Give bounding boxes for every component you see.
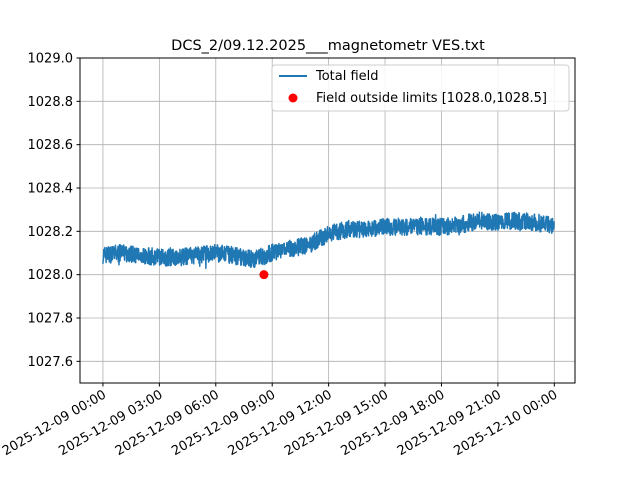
legend-point-marker	[288, 93, 298, 103]
y-tick-label: 1027.8	[28, 312, 74, 327]
y-tick-label: 1029.0	[28, 52, 74, 67]
legend: Total field Field outside limits [1028.0…	[271, 64, 570, 112]
x-tick-label: 2025-12-09 12:00	[226, 387, 335, 459]
y-tick-label: 1028.0	[28, 268, 74, 283]
y-tick-label: 1028.8	[28, 95, 74, 110]
x-tick-label: 2025-12-09 21:00	[395, 387, 504, 459]
y-tick-label: 1028.4	[28, 182, 74, 197]
legend-label-total-field: Total field	[315, 69, 379, 84]
legend-label-outliers: Field outside limits [1028.0,1028.5]	[316, 91, 547, 106]
series-total-field	[102, 211, 555, 270]
y-tick-label: 1028.2	[28, 225, 74, 240]
outlier-point	[259, 270, 269, 280]
y-tick-label: 1028.6	[28, 138, 74, 153]
x-tick-label: 2025-12-10 00:00	[451, 387, 560, 459]
series-outliers	[259, 270, 269, 280]
x-tick-label: 2025-12-09 09:00	[169, 387, 278, 459]
x-tick-label: 2025-12-09 18:00	[339, 387, 448, 459]
x-tick-label: 2025-12-09 06:00	[113, 387, 222, 459]
chart-title: DCS_2/09.12.2025___magnetometr VES.txt	[171, 38, 485, 54]
x-tick-label: 2025-12-09 00:00	[0, 387, 109, 459]
y-axis: 1027.6 1027.8 1028.0 1028.2 1028.4 1028.6 1028…	[28, 52, 80, 370]
total-field-line	[102, 211, 555, 270]
y-tick-label: 1027.6	[28, 355, 74, 370]
x-tick-label: 2025-12-09 03:00	[56, 387, 165, 459]
x-tick-label: 2025-12-09 15:00	[282, 387, 391, 459]
legend-box	[271, 64, 570, 112]
axes-frame	[79, 57, 576, 384]
